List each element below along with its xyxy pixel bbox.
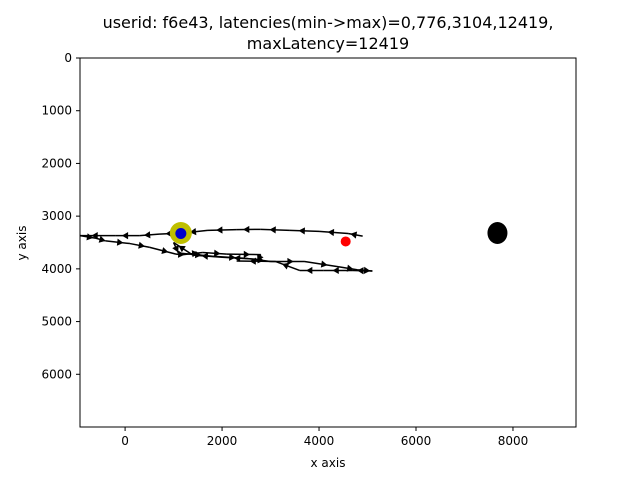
y-axis-ticks: 0 1000 2000 3000 4000 5000 6000 <box>41 51 80 381</box>
path-arrowhead <box>98 235 106 243</box>
path-arrowhead <box>350 231 358 239</box>
path-arrowhead <box>116 238 124 246</box>
red-marker <box>340 236 351 247</box>
plot-frame <box>79 57 577 428</box>
x-tick-label: 4000 <box>304 434 335 448</box>
y-tick-label: 5000 <box>41 315 72 329</box>
path-arrowhead <box>138 241 146 249</box>
plot-area <box>79 225 373 275</box>
y-tick-label: 1000 <box>41 104 72 118</box>
chart-title-line-1: userid: f6e43, latencies(min->max)=0,776… <box>103 13 554 32</box>
path-arrowhead <box>327 228 335 237</box>
path-arrowhead <box>243 250 251 258</box>
path-arrowhead <box>161 247 169 255</box>
path-arrowhead <box>320 260 328 268</box>
path-arrowhead <box>229 253 236 261</box>
x-tick-label: 8000 <box>498 434 529 448</box>
y-tick-label: 0 <box>64 51 72 65</box>
path-arrowhead <box>306 266 313 275</box>
y-tick-label: 4000 <box>41 262 72 276</box>
path-arrowhead <box>282 262 290 270</box>
markers-layer <box>169 222 508 247</box>
y-tick-label: 2000 <box>41 156 72 170</box>
black-marker <box>487 222 508 245</box>
path-arrowhead <box>298 227 305 235</box>
path-arrowhead <box>143 231 151 239</box>
path-arrowhead <box>194 251 202 259</box>
path-arrowhead <box>357 267 364 275</box>
chart-title-line-2: maxLatency=12419 <box>247 34 409 53</box>
path-arrowhead <box>178 245 186 253</box>
path-arrowhead <box>216 226 223 234</box>
path-arrowhead <box>189 228 197 236</box>
path-arrowhead <box>213 249 221 257</box>
x-tick-label: 6000 <box>401 434 432 448</box>
x-tick-label: 2000 <box>207 434 238 448</box>
path-arrowhead <box>269 226 276 234</box>
path-arrowhead <box>249 257 256 265</box>
path-arrowhead <box>172 245 179 253</box>
path-arrowhead <box>121 232 129 240</box>
x-tick-label: 0 <box>121 434 129 448</box>
y-tick-label: 3000 <box>41 209 72 223</box>
path-segment <box>236 260 276 263</box>
path-arrowhead <box>91 232 98 240</box>
path-arrowhead <box>332 266 339 275</box>
y-tick-label: 6000 <box>41 367 72 381</box>
blue-marker <box>175 228 187 240</box>
x-axis-ticks: 0 2000 4000 6000 8000 <box>121 427 528 448</box>
x-axis-label: x axis <box>311 456 346 470</box>
path-arrowhead <box>86 233 94 241</box>
path-arrowhead <box>243 225 250 234</box>
y-axis-label: y axis <box>15 226 29 261</box>
